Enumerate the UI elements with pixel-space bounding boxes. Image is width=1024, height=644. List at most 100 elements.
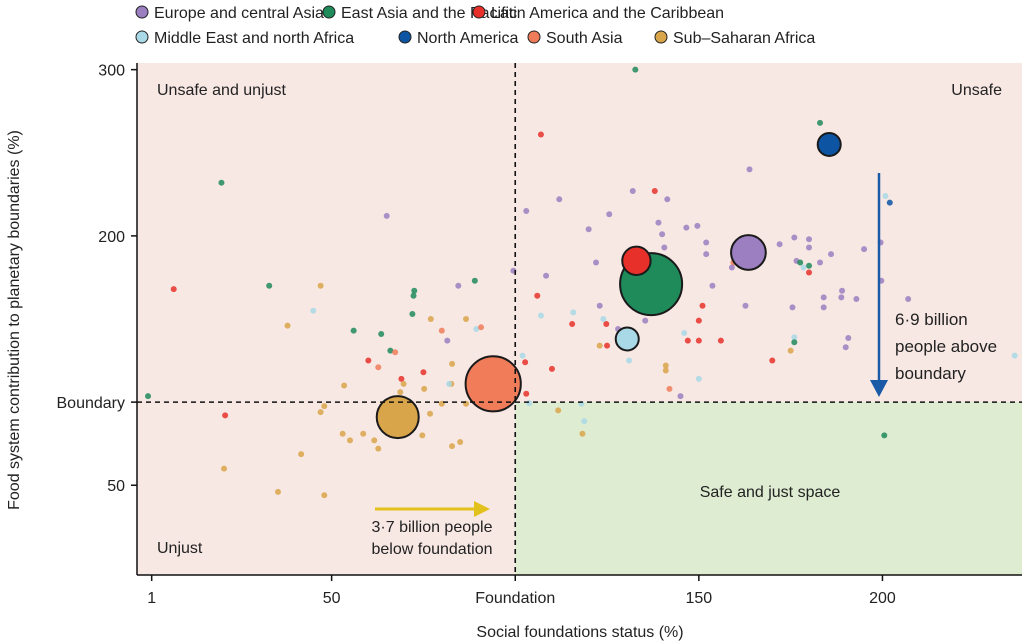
safe-just-space-background xyxy=(515,402,1022,575)
country-point-eca xyxy=(806,236,813,243)
region-bubble-sa xyxy=(464,355,522,413)
country-point-sa xyxy=(392,349,399,356)
country-point-eca xyxy=(444,337,451,344)
country-point-sa xyxy=(478,324,485,331)
country-point-eca xyxy=(556,196,563,203)
country-point-eca xyxy=(659,231,666,238)
country-point-eca xyxy=(593,259,600,266)
x-tick-label: Foundation xyxy=(475,590,555,607)
country-point-ssa xyxy=(427,410,434,417)
above-boundary-note: 6·9 billion xyxy=(895,310,968,329)
country-point-eca xyxy=(709,282,716,289)
country-point-ssa xyxy=(321,492,328,499)
country-point-mena xyxy=(537,312,544,319)
country-point-eap xyxy=(350,327,357,334)
country-point-mena xyxy=(526,400,533,407)
x-tick-label: 200 xyxy=(869,590,896,607)
country-point-lac xyxy=(769,357,776,364)
country-point-eca xyxy=(455,282,462,289)
country-point-ssa xyxy=(360,430,367,437)
country-point-eap xyxy=(817,119,824,126)
country-point-eca xyxy=(703,251,710,258)
country-point-eca xyxy=(776,241,783,248)
country-point-eca xyxy=(828,251,835,258)
country-point-ssa xyxy=(421,385,428,392)
country-point-sa xyxy=(375,364,382,371)
country-point-lac xyxy=(604,342,611,349)
country-point-eca xyxy=(820,304,827,311)
arrow-down-icon xyxy=(870,380,888,397)
country-point-eap xyxy=(218,179,225,186)
region-bubble-lac xyxy=(621,245,652,276)
below-foundation-note: 3·7 billion people xyxy=(372,519,493,536)
country-point-eap xyxy=(409,311,416,318)
country-point-ssa xyxy=(317,282,324,289)
country-point-eca xyxy=(746,166,753,173)
country-point-ssa xyxy=(427,316,434,322)
country-point-lac xyxy=(365,357,372,364)
quadrant-backgrounds xyxy=(137,63,1022,575)
legend-marker-na xyxy=(398,30,412,44)
country-point-eca xyxy=(523,207,530,214)
country-point-ssa xyxy=(341,382,348,389)
country-point-lac xyxy=(603,320,610,327)
country-point-sa xyxy=(666,385,673,392)
country-point-eap xyxy=(797,259,804,266)
country-point-mena xyxy=(626,357,633,364)
country-point-eca xyxy=(694,222,701,229)
country-point-eca xyxy=(820,294,827,301)
country-point-ssa xyxy=(346,437,353,444)
country-point-eca xyxy=(642,317,649,324)
quadrant-label-top-right: Unsafe xyxy=(951,82,1002,99)
country-point-mena xyxy=(519,352,526,359)
country-point-lac xyxy=(170,286,177,293)
country-point-ssa xyxy=(371,437,378,444)
country-point-lac xyxy=(569,320,576,327)
country-point-eca xyxy=(839,287,846,294)
legend: Europe and central Asia East Asia and the… xyxy=(135,5,815,47)
legend-marker-sa xyxy=(527,30,541,44)
legend-marker-ssa xyxy=(654,30,668,44)
country-point-ssa xyxy=(397,389,404,396)
country-point-eca xyxy=(806,244,813,251)
country-point-eca xyxy=(789,304,796,311)
country-point-ssa xyxy=(419,432,426,439)
x-tick-label: 50 xyxy=(323,590,341,607)
region-bubble-eca xyxy=(730,234,767,271)
country-point-eap xyxy=(791,339,798,346)
country-point-eca xyxy=(655,219,662,226)
arrow-right-icon xyxy=(474,501,490,517)
country-point-eap xyxy=(410,292,417,299)
country-point-mena xyxy=(473,325,480,332)
country-point-eap xyxy=(632,66,639,73)
country-point-eca xyxy=(853,296,860,303)
country-point-eap xyxy=(411,287,418,294)
country-point-ssa xyxy=(787,347,794,354)
x-tick-label: 1 xyxy=(147,590,156,607)
legend-marker-mena xyxy=(135,30,149,44)
country-point-sa xyxy=(438,327,445,334)
country-point-lac xyxy=(651,188,658,194)
country-point-eca xyxy=(543,272,550,279)
country-point-lac xyxy=(717,337,724,344)
country-point-eca xyxy=(683,224,690,231)
below-foundation-note: below foundation xyxy=(372,541,493,558)
legend-label: North America xyxy=(417,30,518,47)
legend-marker-eap xyxy=(322,5,336,19)
country-point-ssa xyxy=(579,430,586,437)
country-point-ssa xyxy=(449,443,456,450)
country-point-ssa xyxy=(662,367,669,374)
country-point-ssa xyxy=(555,407,562,414)
country-point-eca xyxy=(629,188,636,194)
country-point-mena xyxy=(681,329,688,336)
country-point-eca xyxy=(606,211,613,218)
legend-label: Latin America and the Caribbean xyxy=(491,5,724,22)
country-point-lac xyxy=(420,369,427,376)
country-point-lac xyxy=(523,390,530,397)
country-point-eap xyxy=(266,282,273,289)
above-boundary-note: people above xyxy=(895,337,997,356)
country-point-eap xyxy=(881,432,888,439)
legend-marker-eca xyxy=(135,5,149,19)
